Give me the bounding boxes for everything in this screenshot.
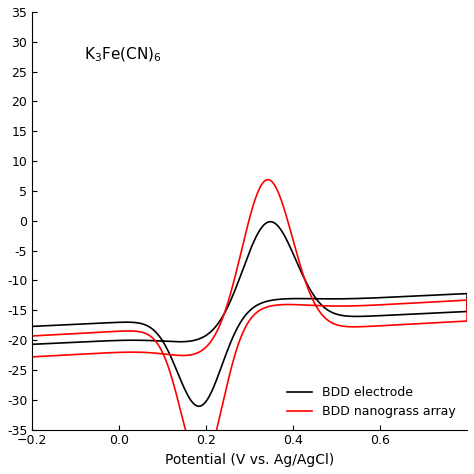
Legend: BDD electrode, BDD nanograss array: BDD electrode, BDD nanograss array xyxy=(282,381,461,423)
X-axis label: Potential (V vs. Ag/AgCl): Potential (V vs. Ag/AgCl) xyxy=(165,453,334,467)
Text: K$_3$Fe(CN)$_6$: K$_3$Fe(CN)$_6$ xyxy=(84,46,162,64)
